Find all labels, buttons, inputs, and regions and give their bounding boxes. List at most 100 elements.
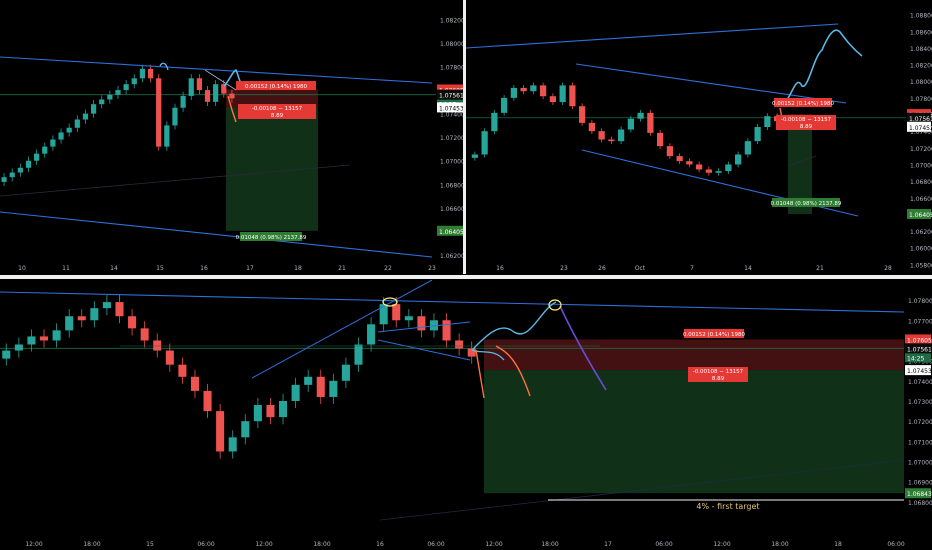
x-tick-label: 18 [834,541,842,548]
candle-body [123,84,129,91]
trend-line [466,23,839,49]
x-tick-label: 28 [884,265,892,272]
x-tick-label: 12:00 [713,541,730,548]
candle-body [429,320,438,331]
chart-canvas-top-right[interactable]: 1.08800 1.08600 1.08400 1.08200 1.08000 1.078… [466,0,932,274]
chart-panel-top-right[interactable]: 1.08800 1.08600 1.08400 1.08200 1.08000 1.078… [466,0,932,274]
current-price-tag: 1.07561 [907,346,932,353]
x-tick-label: 18:00 [541,541,558,548]
candle-body [253,405,262,422]
candle-body [618,129,625,142]
candle-body [203,390,212,412]
x-tick-label: 12:00 [255,541,272,548]
candle-body [74,119,80,128]
candle-body [147,68,154,79]
candle-body [102,302,111,309]
x-tick-label: 17 [604,541,612,548]
stop-info-text: -0.00108 − 13157 [252,106,303,112]
y-tick-label: 1.07000 [910,162,932,169]
chart-panel-top-left[interactable]: 1.082001.080001.078001.076001.074001.072… [0,0,463,274]
entry-price-tag-bg [437,102,463,113]
x-tick-label: 06:00 [427,541,444,548]
y-tick-label: 1.07000 [908,460,932,467]
y-tick-label: 1.06600 [440,206,463,213]
trend-line [0,164,351,197]
current-price-tag-bg [907,112,931,123]
candle-body [588,122,595,132]
current-price-tag: 1.07561 [439,93,463,100]
candle-body [99,99,105,105]
y-tick-label: 1.05800 [910,262,932,269]
candle-body [17,167,23,173]
candle-body [172,107,178,126]
stop-info-bg [238,104,316,119]
current-price-tag-bg [437,89,463,100]
stop-loss-zone [226,89,318,108]
stop-info-sub: 8.89 [271,113,284,119]
target-info-text: 0.00152 (0.14%) 1980 [245,84,308,90]
countdown-tag: 14:25 [907,355,924,362]
candle-body [705,169,712,173]
candle-body [579,106,586,123]
candle-body [754,127,761,142]
chart-canvas-top-left[interactable]: 1.082001.080001.078001.076001.074001.072… [0,0,463,274]
entry-price-tag-bg [907,121,931,132]
candle-body [379,304,388,325]
candle-body [392,304,401,321]
projection-path [495,345,531,397]
y-tick-label: 1.07400 [908,379,932,386]
candle-body [481,131,488,155]
candle-body [1,177,7,182]
target-price-tag: 1.06843 [907,491,932,498]
chart-canvas-bottom[interactable]: 1.078001.077001.076001.075001.074001.073… [0,280,932,550]
y-tick-label: 1.07800 [908,298,932,305]
stop-info-bg [776,115,836,130]
x-tick-label: 15 [156,265,164,272]
x-tick-label: 06:00 [655,541,672,548]
chart-panel-bottom[interactable]: 1.078001.077001.076001.075001.074001.073… [0,280,932,550]
trend-line [787,155,817,167]
candle-body [90,308,99,321]
stop-price-tag: 1.07605 [907,337,932,344]
y-tick-label: 1.07400 [440,112,463,119]
candle-body [27,336,36,345]
candle-body [188,78,194,96]
current-price-tag-bg [905,343,931,354]
take-profit-zone [484,370,904,494]
target-info-bg [684,329,744,338]
y-tick-label: 1.07200 [440,135,463,142]
candle-body [90,104,97,114]
candle-body [715,171,722,173]
candle-body [25,160,32,168]
projection-path [471,349,505,361]
x-tick-label: 12:00 [485,541,502,548]
first-target-label: 4% - first target [696,502,759,511]
candle-body [304,376,313,385]
trend-line [377,321,471,333]
y-tick-label: 1.07200 [908,419,932,426]
trend-line [251,280,433,379]
candle-body [2,350,11,359]
x-tick-label: 11 [62,265,70,272]
x-tick-label: 16 [376,541,384,548]
candle-body [329,380,338,397]
candle-body [40,336,49,341]
candle-body [65,316,74,331]
target-info-bg [774,98,832,107]
y-tick-label: 1.08000 [910,79,932,86]
y-tick-label: 1.06800 [910,179,932,186]
candle-body [140,328,149,341]
candle-body [279,401,288,418]
candle-body [50,139,56,147]
x-tick-label: 26 [598,265,606,272]
target-price-tag: 1.06405 [439,229,463,236]
candle-body [744,141,751,155]
candle-body [598,131,605,140]
y-tick-label: 1.06200 [910,229,932,236]
candle-body [42,146,48,154]
candle-body [455,340,464,349]
candle-body [153,340,162,351]
x-tick-label: 18 [294,265,302,272]
stop-price-tag-bg [905,334,931,345]
x-tick-label: 21 [816,265,824,272]
